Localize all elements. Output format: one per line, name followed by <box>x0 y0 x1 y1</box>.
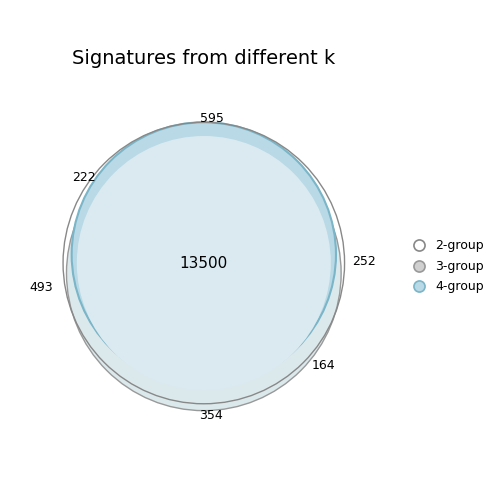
Circle shape <box>72 122 336 387</box>
Text: 222: 222 <box>72 171 95 183</box>
Text: 13500: 13500 <box>180 256 228 271</box>
Circle shape <box>67 136 341 411</box>
Circle shape <box>77 136 331 390</box>
Text: 354: 354 <box>199 409 223 422</box>
Title: Signatures from different k: Signatures from different k <box>72 49 336 68</box>
Text: 164: 164 <box>312 359 336 372</box>
Text: 252: 252 <box>352 255 376 268</box>
Text: 595: 595 <box>201 112 224 125</box>
Text: 493: 493 <box>29 281 53 293</box>
Legend: 2-group, 3-group, 4-group: 2-group, 3-group, 4-group <box>406 233 490 300</box>
